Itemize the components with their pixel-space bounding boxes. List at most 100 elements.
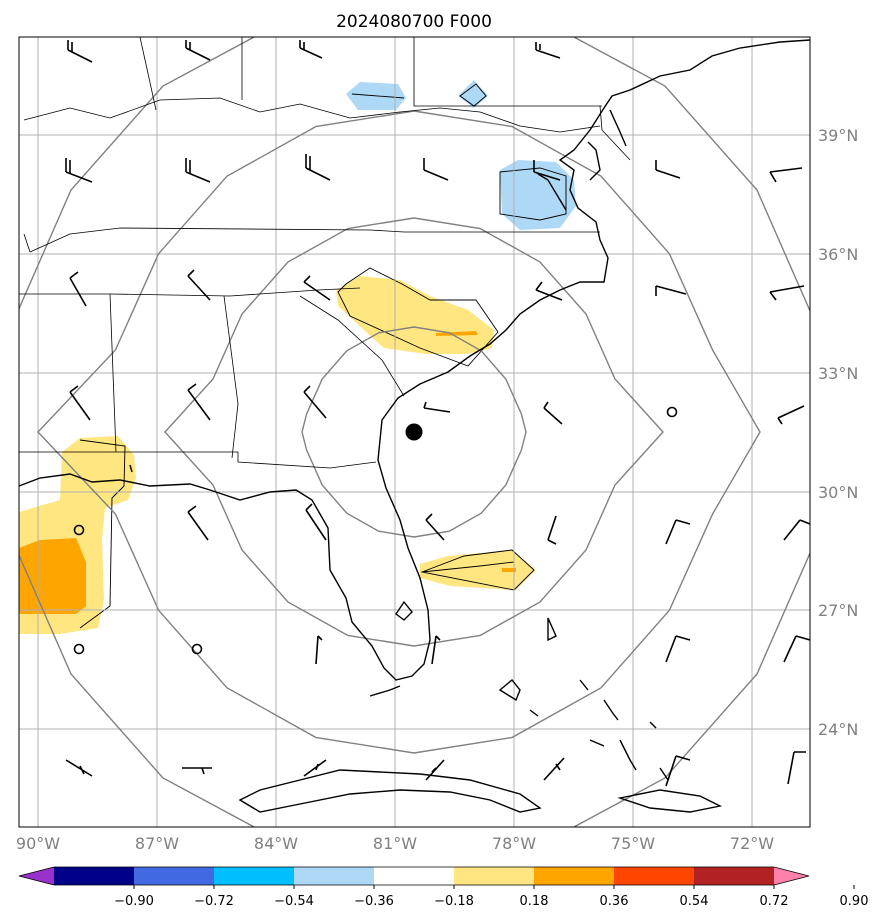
colorbar-labels: −0.90 −0.72 −0.54 −0.36 −0.18 0.18 0.36 0.54 0.7… [114,885,868,909]
wind-barb [547,515,557,545]
calm-wind-circle [191,643,203,655]
wind-barb [783,519,810,541]
colorbar-extend-max [774,867,809,885]
wind-barbs [65,40,810,787]
wind-barb [187,505,209,541]
wind-barb [185,158,211,183]
wind-barb [769,167,803,183]
colorbar-segment [374,867,455,885]
range-ring-4 [19,37,810,827]
wind-barb [777,405,805,425]
range-rings [19,37,810,827]
wind-barb [69,271,87,307]
map-frame [18,36,811,828]
map-area [19,37,810,827]
storm-center-marker [405,423,423,441]
orange-streak-carolinas [436,331,478,336]
lat-lon-grid [19,37,810,827]
wind-barb [303,759,327,777]
lat-label: 33°N [818,364,858,383]
wind-barb [305,503,327,541]
colorbar-extend-min [19,867,54,885]
wind-barb [425,513,445,541]
lat-label: 36°N [818,245,858,264]
calm-wind-circle [73,643,85,655]
wind-barb [69,385,91,421]
colorbar-tick-label: 0.72 [760,894,789,909]
colorbar: −0.90 −0.72 −0.54 −0.36 −0.18 0.18 0.36 0.54 0.7… [18,866,868,909]
colorbar-tick-label: −0.36 [354,894,394,909]
blue-area-chesapeake [500,160,576,230]
lon-label: 87°W [135,834,179,853]
wind-barb [665,755,691,787]
longitude-labels: 90°W 87°W 84°W 81°W 78°W 75°W 72°W [16,834,774,853]
lon-label: 75°W [611,834,655,853]
latitude-labels: 39°N 36°N 33°N 30°N 27°N 24°N [818,126,858,739]
colorbar-segments [18,866,810,886]
range-ring-3 [37,110,761,754]
colorbar-tick-label: 0.18 [520,894,549,909]
wind-barb [431,635,441,665]
wind-barb [665,519,691,545]
wind-barb [187,269,211,301]
wind-barb [299,40,323,59]
wind-barb [783,635,810,663]
wind-barb [543,757,565,781]
wind-barb [65,158,93,183]
coastlines [19,39,810,813]
wind-barb [303,385,327,419]
wind-barb [187,383,211,421]
colorbar-segment [134,867,215,885]
wind-barb [535,42,561,59]
map-title: 2024080700 F000 [336,12,492,32]
wind-barb [305,154,331,181]
colorbar-segment [614,867,695,885]
wind-barb [423,401,451,413]
colorbar-tick-label: 0.54 [680,894,709,909]
colorbar-tick-label: 0.36 [600,894,629,909]
colorbar-segment [294,867,375,885]
colorbar-segment [454,867,535,885]
wind-barb [533,160,561,181]
wind-barb [655,160,681,179]
wind-barb [303,275,331,301]
wind-barb [67,40,93,63]
colorbar-segment [694,867,775,885]
range-ring-1 [301,326,527,538]
range-ring-2 [164,217,664,647]
wind-barb [182,767,212,775]
colorbar-segment [214,867,295,885]
yellow-area-atlantic [420,550,536,590]
wind-barb [769,285,805,301]
orange-area-gulf [19,538,86,614]
wind-barb [315,635,323,665]
lat-label: 27°N [818,601,858,620]
calm-wind-circle [73,524,85,536]
lat-label: 39°N [818,126,858,145]
lon-label: 78°W [492,834,536,853]
wind-barb [185,40,211,61]
colorbar-tick-label: −0.54 [274,894,314,909]
lat-label: 30°N [818,483,858,502]
colorbar-segment [54,867,135,885]
lat-label: 24°N [818,720,858,739]
colorbar-tick-label: −0.72 [194,894,234,909]
colorbar-outline [18,866,810,886]
lon-label: 84°W [254,834,298,853]
lon-label: 90°W [16,834,60,853]
colorbar-tick-label: 0.90 [840,894,869,909]
wind-barb [423,158,449,181]
wind-barb [425,759,445,781]
wind-barb [543,401,563,425]
orange-streak-atlantic [502,568,516,572]
lon-label: 81°W [373,834,417,853]
lon-label: 72°W [730,834,774,853]
colorbar-tick-label: −0.90 [114,894,154,909]
wind-barb [787,751,806,785]
wind-barb [665,635,691,663]
calm-wind-circle [666,406,678,418]
colorbar-tick-label: −0.18 [434,894,474,909]
wind-barb [65,759,93,777]
wind-barb [655,285,687,296]
